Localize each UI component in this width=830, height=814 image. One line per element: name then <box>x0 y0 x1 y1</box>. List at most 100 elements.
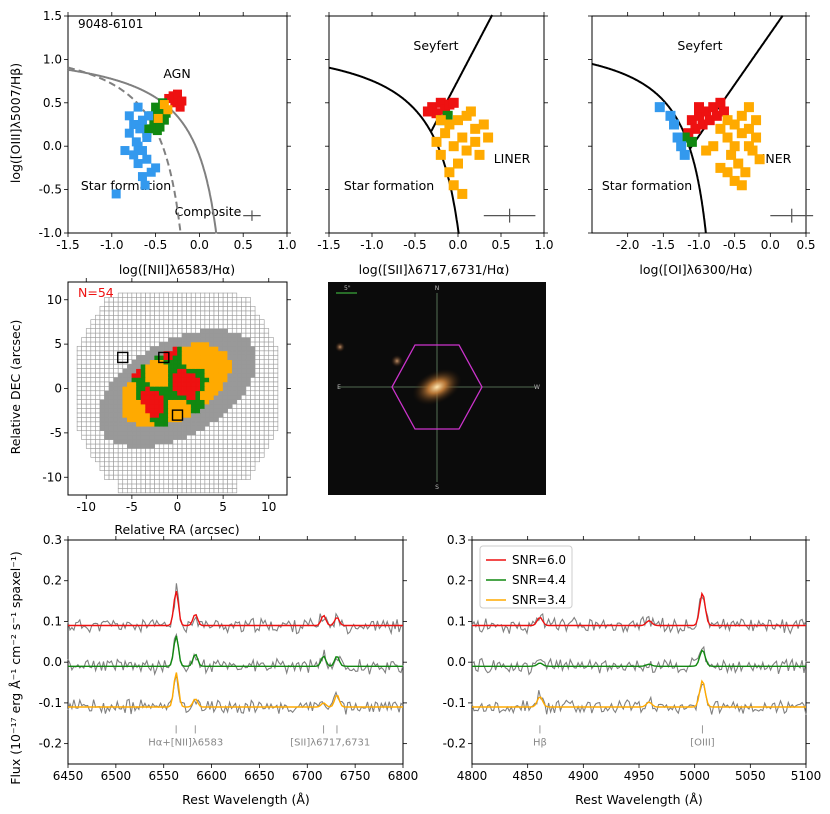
classified-spaxel <box>158 363 165 369</box>
empty-spaxel <box>213 479 219 485</box>
data-point <box>754 154 765 165</box>
gray-spaxel <box>113 381 119 387</box>
empty-spaxel <box>245 439 251 445</box>
empty-spaxel <box>227 474 233 480</box>
empty-spaxel <box>254 381 260 387</box>
gray-spaxel <box>104 394 110 400</box>
empty-spaxel <box>172 292 178 298</box>
empty-spaxel <box>181 487 187 494</box>
spaxel-map-panel: N=54 Relative RA (arcsec) Relative DEC (… <box>8 278 291 537</box>
empty-spaxel <box>250 319 256 325</box>
classified-spaxel <box>195 403 201 409</box>
empty-spaxel <box>154 292 160 298</box>
classified-spaxel <box>145 363 151 369</box>
empty-spaxel <box>227 487 233 494</box>
empty-spaxel <box>76 372 82 378</box>
classified-spaxel <box>168 399 174 405</box>
empty-spaxel <box>172 470 178 476</box>
empty-spaxel <box>108 306 114 312</box>
classified-spaxel <box>222 368 228 374</box>
empty-spaxel <box>85 434 92 440</box>
empty-spaxel <box>209 474 215 480</box>
gray-spaxel <box>108 403 114 409</box>
classified-spaxel <box>131 385 137 392</box>
data-point <box>457 132 468 143</box>
empty-spaxel <box>273 363 279 369</box>
empty-spaxel <box>149 292 155 298</box>
empty-spaxel <box>104 443 110 449</box>
empty-spaxel <box>241 461 247 467</box>
empty-spaxel <box>76 359 82 365</box>
empty-spaxel <box>113 368 119 374</box>
empty-spaxel <box>186 292 192 298</box>
x-tick-label: 0 <box>174 500 182 514</box>
empty-spaxel <box>204 292 210 298</box>
classified-spaxel <box>163 354 169 361</box>
empty-spaxel <box>190 483 197 489</box>
empty-spaxel <box>195 328 201 334</box>
empty-spaxel <box>95 394 101 400</box>
empty-spaxel <box>127 341 133 347</box>
empty-spaxel <box>222 439 228 445</box>
scale-bar-label: 5" <box>344 285 351 292</box>
gray-spaxel <box>113 439 119 445</box>
gray-spaxel <box>231 337 238 343</box>
empty-spaxel <box>236 439 242 445</box>
gray-spaxel <box>209 341 215 347</box>
empty-spaxel <box>104 456 110 463</box>
empty-spaxel <box>263 421 270 427</box>
gray-spaxel <box>227 341 233 347</box>
axes-frame <box>67 281 288 496</box>
empty-spaxel <box>172 323 178 329</box>
empty-spaxel <box>99 337 105 343</box>
empty-spaxel <box>99 390 105 396</box>
gray-spaxel <box>213 412 219 418</box>
empty-spaxel <box>268 337 274 343</box>
empty-spaxel <box>241 443 247 449</box>
classified-spaxel <box>209 354 215 361</box>
classified-spaxel <box>154 394 160 400</box>
gray-spaxel <box>104 403 110 409</box>
empty-spaxel <box>136 323 142 329</box>
classified-spaxel <box>204 345 210 352</box>
empty-spaxel <box>99 430 105 436</box>
empty-spaxel <box>131 310 137 316</box>
empty-spaxel <box>204 474 210 480</box>
empty-spaxel <box>117 461 124 467</box>
gray-spaxel <box>231 385 238 392</box>
classified-spaxel <box>186 368 192 374</box>
gray-spaxel <box>236 372 242 378</box>
gray-spaxel <box>245 354 251 361</box>
empty-spaxel <box>76 399 82 405</box>
empty-spaxel <box>140 319 146 325</box>
empty-spaxel <box>209 487 215 494</box>
y-tick-label: 0 <box>54 382 62 396</box>
empty-spaxel <box>259 412 265 418</box>
empty-spaxel <box>127 306 133 312</box>
empty-spaxel <box>117 470 124 476</box>
empty-spaxel <box>90 341 96 347</box>
empty-spaxel <box>131 483 137 489</box>
empty-spaxel <box>81 416 87 423</box>
gray-spaxel <box>168 425 174 432</box>
empty-spaxel <box>131 479 137 485</box>
gray-spaxel <box>131 425 137 432</box>
empty-spaxel <box>172 310 178 316</box>
empty-spaxel <box>85 385 92 392</box>
empty-spaxel <box>204 434 210 440</box>
empty-spaxel <box>99 314 105 321</box>
empty-spaxel <box>122 323 128 329</box>
empty-spaxel <box>195 456 201 463</box>
empty-spaxel <box>259 377 265 383</box>
empty-spaxel <box>99 319 105 325</box>
empty-spaxel <box>195 310 201 316</box>
gray-spaxel <box>113 385 119 392</box>
classified-spaxel <box>177 412 183 418</box>
empty-spaxel <box>140 301 146 307</box>
data-point <box>135 124 145 134</box>
data-point <box>669 119 680 130</box>
classified-spaxel <box>200 394 206 400</box>
empty-spaxel <box>172 456 178 463</box>
empty-spaxel <box>218 461 224 467</box>
gray-spaxel <box>140 443 146 449</box>
